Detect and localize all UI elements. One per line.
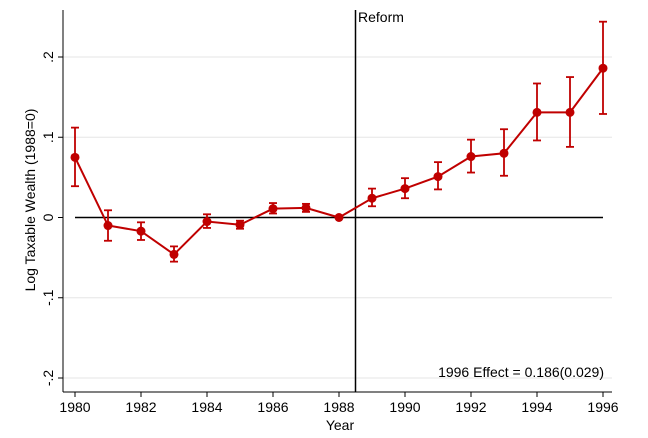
grid-lines <box>63 56 612 379</box>
data-point <box>103 221 113 231</box>
x-tick-label: 1982 <box>125 399 156 415</box>
data-point <box>466 152 476 162</box>
data-point <box>136 226 146 236</box>
data-point <box>202 217 212 227</box>
y-tick-label: 0 <box>40 213 56 221</box>
data-point <box>70 152 80 162</box>
y-tick-label: -.2 <box>40 370 56 387</box>
y-axis-title: Log Taxable Wealth (1988=0) <box>22 109 38 292</box>
x-tick-label: 1988 <box>323 399 354 415</box>
data-point <box>268 204 278 214</box>
data-point <box>367 193 377 203</box>
data-point <box>499 148 509 158</box>
y-tick-label: -.1 <box>40 289 56 306</box>
x-tick-label: 1986 <box>257 399 288 415</box>
x-tick-label: 1990 <box>389 399 420 415</box>
x-tick-label: 1996 <box>587 399 618 415</box>
data-point <box>169 249 179 259</box>
x-tick-label: 1980 <box>59 399 90 415</box>
x-ticks: 1980 1982 1984 1986 1988 1990 1992 1994 1996 <box>59 392 619 415</box>
y-ticks: .2 .1 0 -.1 -.2 <box>40 51 63 386</box>
data-point <box>301 203 311 213</box>
x-axis-title: Year <box>326 417 355 433</box>
y-tick-label: .2 <box>40 51 56 63</box>
data-point <box>400 184 410 194</box>
effect-annotation: 1996 Effect = 0.186(0.029) <box>438 364 604 380</box>
series <box>70 20 608 263</box>
data-point <box>433 172 443 182</box>
data-point <box>334 213 344 222</box>
axes <box>62 10 612 393</box>
reform-label: Reform <box>358 9 404 25</box>
y-tick-label: .1 <box>40 131 56 143</box>
x-tick-label: 1984 <box>191 399 222 415</box>
data-point <box>598 63 608 73</box>
reference-lines <box>75 10 603 392</box>
data-point <box>532 107 542 117</box>
series-line <box>74 67 604 256</box>
x-tick-label: 1994 <box>521 399 552 415</box>
x-tick-label: 1992 <box>455 399 486 415</box>
data-point <box>235 220 245 230</box>
data-point <box>565 107 575 117</box>
